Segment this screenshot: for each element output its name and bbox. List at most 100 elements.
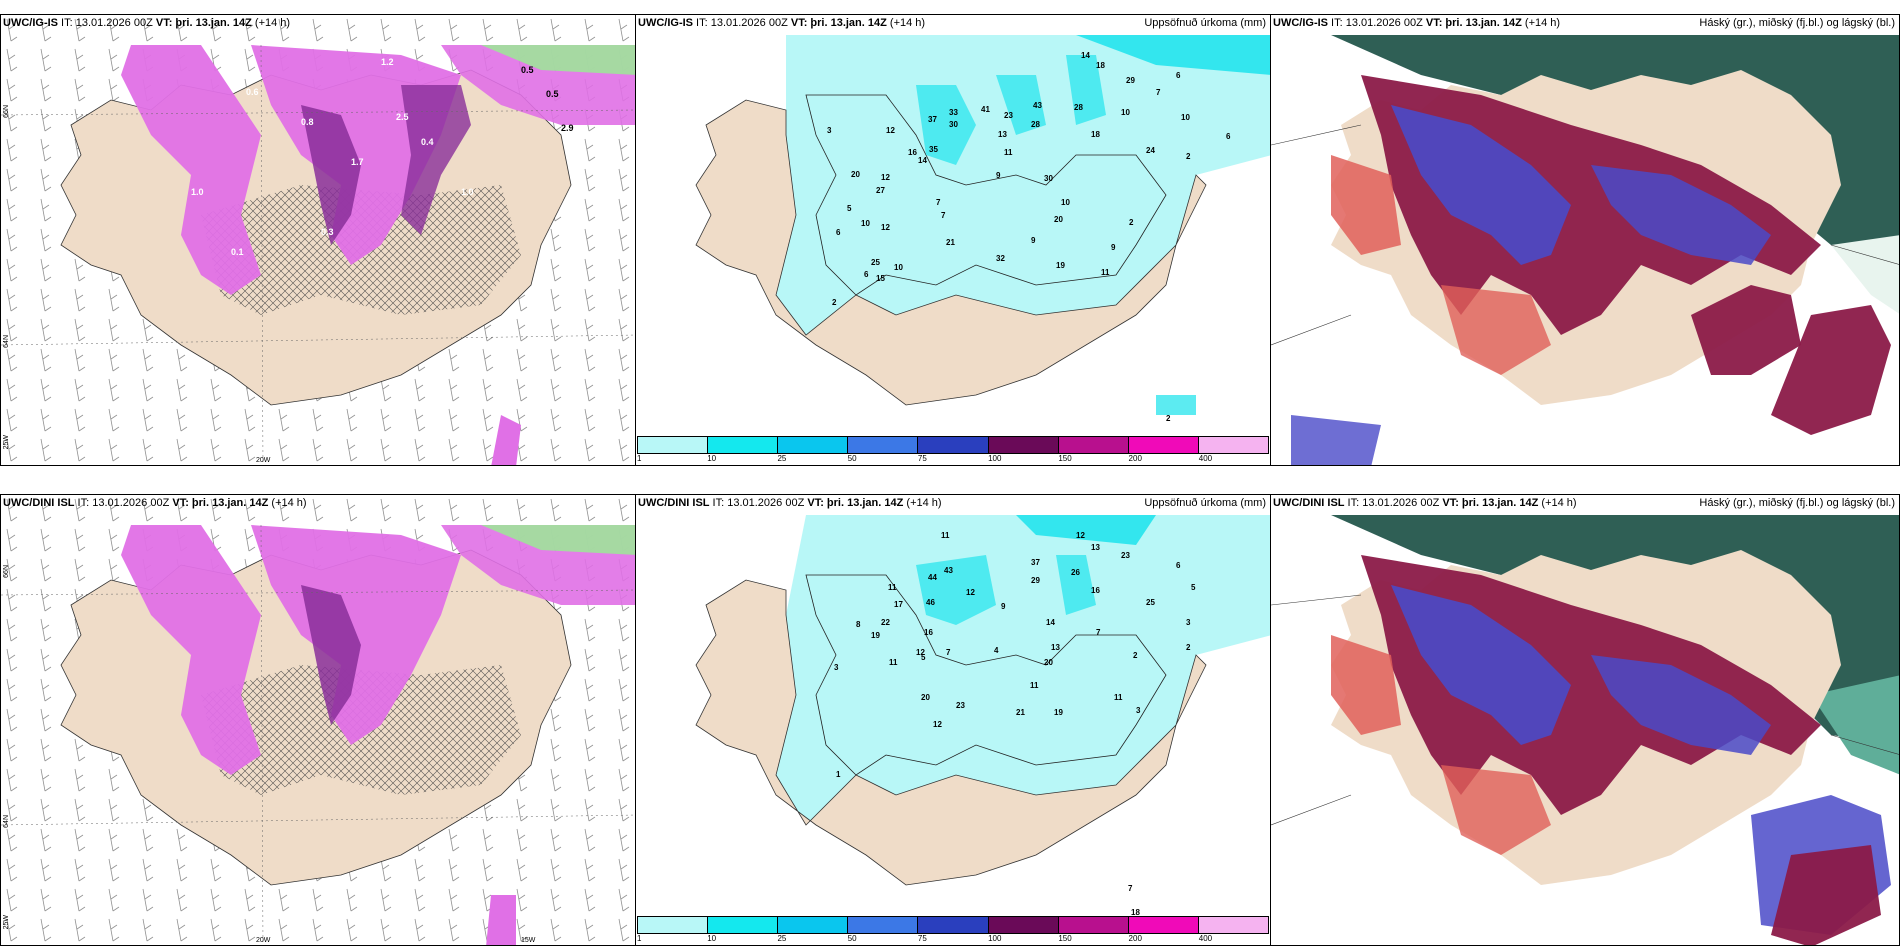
axis-lon-20: 20W <box>256 937 271 944</box>
value: 10 <box>1061 198 1070 207</box>
colorbar-tick-label: 10 <box>707 454 717 463</box>
value: 14 <box>1081 51 1090 60</box>
value: 29 <box>1031 576 1040 585</box>
precip-map: 11 12 13 6 23 37 26 5 44 43 12 29 16 25 … <box>636 495 1270 945</box>
colorbar-swatch <box>778 917 849 933</box>
snow-wind-map <box>1 495 635 945</box>
value: 15 <box>876 274 885 283</box>
label: 0.5 <box>546 89 559 99</box>
value: 6 <box>836 228 841 237</box>
value: 3 <box>1136 706 1141 715</box>
value: 7 <box>941 211 946 220</box>
precip-colorbar: 1 10 25 50 75 100 150 200 400 <box>637 916 1269 944</box>
label: 0.1 <box>231 247 244 257</box>
panel-title: UWC/IG-IS IT: 13.01.2026 00Z VT: þri. 13… <box>1273 17 1561 29</box>
value: 5 <box>1191 583 1196 592</box>
value: 10 <box>1181 113 1190 122</box>
colorbar-tick-label: 25 <box>777 454 787 463</box>
value: 8 <box>856 620 861 629</box>
value: 7 <box>1096 628 1101 637</box>
label: 2.9 <box>561 123 574 133</box>
value: 28 <box>1074 103 1083 112</box>
value: 43 <box>1033 101 1042 110</box>
value: 12 <box>916 648 925 657</box>
axis-lat-66: 66N <box>3 105 10 118</box>
value: 4 <box>994 646 999 655</box>
value: 14 <box>918 156 927 165</box>
panel-title: UWC/DINI ISL IT: 13.01.2026 00Z VT: þri.… <box>1273 497 1577 509</box>
value: 37 <box>1031 558 1040 567</box>
value: 21 <box>946 238 955 247</box>
value: 12 <box>881 173 890 182</box>
value: 7 <box>1128 884 1133 893</box>
colorbar-swatch <box>708 437 779 453</box>
panel-title: UWC/DINI ISL IT: 13.01.2026 00Z VT: þri.… <box>3 497 307 509</box>
colorbar-swatch <box>1058 437 1129 453</box>
value: 6 <box>1176 561 1181 570</box>
value: 2 <box>1166 414 1171 423</box>
cloud-low <box>1391 105 1571 265</box>
value: 11 <box>941 531 950 540</box>
value: 32 <box>996 254 1005 263</box>
panel-bottom-left: UWC/DINI ISL IT: 13.01.2026 00Z VT: þri.… <box>0 494 636 946</box>
value: 18 <box>1131 908 1140 917</box>
panel-variable: Uppsöfnuð úrkoma (mm) <box>1144 497 1266 509</box>
value: 23 <box>1121 551 1130 560</box>
label: 0.5 <box>521 65 534 75</box>
value: 10 <box>894 263 903 272</box>
axis-lon-20: 20W <box>256 457 271 464</box>
value: 16 <box>924 628 933 637</box>
value: 2 <box>1186 643 1191 652</box>
value: 12 <box>886 126 895 135</box>
value: 5 <box>921 653 926 662</box>
value: 20 <box>1044 658 1053 667</box>
value: 35 <box>929 145 938 154</box>
colorbar-tick-label: 400 <box>1198 934 1213 943</box>
panel-title: UWC/IG-IS IT: 13.01.2026 00Z VT: þri. 13… <box>638 17 926 29</box>
precip-colorbar: 1 10 25 50 75 100 150 200 400 <box>637 436 1269 464</box>
value: 33 <box>949 108 958 117</box>
value: 26 <box>1071 568 1080 577</box>
colorbar-tick-label: 100 <box>988 454 1002 463</box>
value: 17 <box>894 600 903 609</box>
label: 0.4 <box>421 137 434 147</box>
value: 10 <box>1121 108 1130 117</box>
value: 3 <box>834 663 839 672</box>
value: 30 <box>949 120 958 129</box>
colorbar-swatch <box>1198 917 1268 933</box>
value: 12 <box>1076 531 1085 540</box>
value: 41 <box>981 105 990 114</box>
colorbar-tick-label: 25 <box>777 934 787 943</box>
colorbar-swatch <box>638 437 709 453</box>
value: 9 <box>1031 236 1036 245</box>
snow-band-west <box>121 45 261 295</box>
value: 6 <box>864 270 869 279</box>
value: 21 <box>1016 708 1025 717</box>
colorbar-swatch <box>708 917 779 933</box>
value: 14 <box>1046 618 1055 627</box>
value: 23 <box>1004 111 1013 120</box>
label: 1.7 <box>351 157 364 167</box>
value: 2 <box>1186 152 1191 161</box>
axis-lat-66: 66N <box>3 565 10 578</box>
panel-variable: Háský (gr.), miðský (fj.bl.) og lágský (… <box>1699 17 1895 29</box>
iceland-land <box>695 99 1207 406</box>
value: 43 <box>944 566 953 575</box>
value: 2 <box>1133 651 1138 660</box>
panel-top-left: UWC/IG-IS IT: 13.01.2026 00Z VT: þri. 13… <box>0 14 636 466</box>
value: 37 <box>928 115 937 124</box>
precip-light-area <box>776 35 1270 335</box>
axis-lat-64: 64N <box>3 335 10 348</box>
value: 11 <box>889 658 898 667</box>
value: 13 <box>998 130 1007 139</box>
value: 13 <box>1051 643 1060 652</box>
value: 11 <box>888 583 897 592</box>
label: 2.5 <box>396 112 409 122</box>
colorbar-tick-label: 50 <box>847 934 857 943</box>
value: 30 <box>1044 174 1053 183</box>
value: 25 <box>1146 598 1155 607</box>
panel-top-mid: UWC/IG-IS IT: 13.01.2026 00Z VT: þri. 13… <box>635 14 1271 466</box>
value: 22 <box>881 618 890 627</box>
value: 18 <box>1091 130 1100 139</box>
value: 9 <box>1111 243 1116 252</box>
